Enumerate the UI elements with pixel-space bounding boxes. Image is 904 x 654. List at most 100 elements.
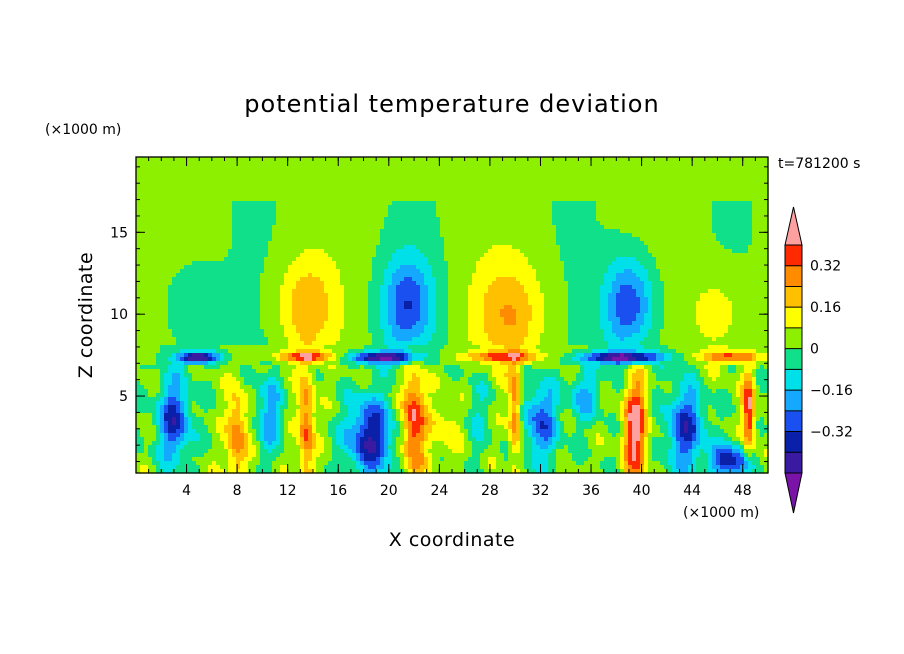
contour-cell (204, 225, 209, 230)
contour-cell (620, 257, 625, 262)
contour-cell (460, 217, 465, 222)
contour-cell (236, 189, 241, 194)
contour-cell (340, 193, 345, 198)
contour-cell (668, 157, 673, 162)
contour-cell (588, 245, 593, 250)
contour-cell (500, 221, 505, 226)
contour-cell (460, 225, 465, 230)
contour-cell (164, 261, 169, 266)
contour-cell (332, 181, 337, 186)
contour-cell (680, 177, 685, 182)
contour-cell (632, 245, 637, 250)
contour-cell (524, 181, 529, 186)
contour-cell (232, 201, 237, 206)
contour-cell (244, 265, 249, 270)
contour-cell (404, 161, 409, 166)
contour-cell (760, 165, 765, 170)
contour-cell (200, 277, 205, 282)
contour-cell (680, 241, 685, 246)
contour-cell (144, 249, 149, 254)
contour-cell (500, 217, 505, 222)
contour-cell (616, 157, 621, 162)
contour-cell (348, 273, 353, 278)
contour-cell (412, 241, 417, 246)
contour-cell (328, 257, 333, 262)
contour-cell (592, 221, 597, 226)
contour-cell (292, 265, 297, 270)
contour-cell (748, 277, 753, 282)
contour-cell (664, 165, 669, 170)
contour-cell (344, 209, 349, 214)
contour-cell (504, 233, 509, 238)
contour-cell (232, 281, 237, 286)
contour-cell (620, 217, 625, 222)
contour-cell (656, 261, 661, 266)
contour-cell (264, 205, 269, 210)
contour-cell (596, 173, 601, 178)
contour-cell (368, 233, 373, 238)
contour-cell (560, 161, 565, 166)
contour-cell (204, 261, 209, 266)
contour-cell (208, 277, 213, 282)
contour-cell (748, 181, 753, 186)
contour-cell (656, 245, 661, 250)
contour-cell (392, 213, 397, 218)
contour-cell (284, 205, 289, 210)
contour-cell (740, 273, 745, 278)
contour-cell (316, 261, 321, 266)
contour-cell (668, 277, 673, 282)
contour-cell (620, 213, 625, 218)
contour-cell (336, 253, 341, 258)
contour-cell (684, 269, 689, 274)
contour-cell (172, 277, 177, 282)
contour-cell (364, 209, 369, 214)
contour-cell (596, 201, 601, 206)
contour-cell (520, 241, 525, 246)
contour-cell (568, 257, 573, 262)
contour-cell (148, 269, 153, 274)
contour-cell (408, 261, 413, 266)
contour-cell (448, 193, 453, 198)
contour-cell (652, 253, 657, 258)
contour-cell (728, 257, 733, 262)
contour-cell (484, 237, 489, 242)
contour-cell (560, 265, 565, 270)
contour-cell (444, 233, 449, 238)
contour-cell (704, 225, 709, 230)
contour-cell (360, 209, 365, 214)
contour-cell (176, 273, 181, 278)
contour-cell (688, 157, 693, 162)
contour-cell (288, 245, 293, 250)
contour-cell (564, 173, 569, 178)
contour-cell (360, 157, 365, 162)
contour-cell (424, 229, 429, 234)
contour-cell (272, 253, 277, 258)
contour-cell (180, 189, 185, 194)
contour-cell (184, 277, 189, 282)
contour-cell (568, 237, 573, 242)
contour-cell (228, 273, 233, 278)
contour-cell (160, 265, 165, 270)
contour-cell (420, 177, 425, 182)
contour-cell (668, 225, 673, 230)
contour-cell (456, 205, 461, 210)
contour-cell (328, 229, 333, 234)
contour-cell (188, 181, 193, 186)
contour-cell (284, 193, 289, 198)
contour-cell (672, 229, 677, 234)
contour-cell (460, 265, 465, 270)
contour-cell (264, 209, 269, 214)
contour-cell (192, 225, 197, 230)
contour-cell (516, 181, 521, 186)
contour-cell (580, 189, 585, 194)
contour-cell (704, 241, 709, 246)
contour-cell (232, 245, 237, 250)
contour-cell (272, 249, 277, 254)
contour-cell (520, 193, 525, 198)
contour-cell (332, 245, 337, 250)
contour-cell (420, 269, 425, 274)
contour-cell (676, 233, 681, 238)
contour-cell (464, 197, 469, 202)
contour-cell (284, 249, 289, 254)
contour-cell (504, 257, 509, 262)
